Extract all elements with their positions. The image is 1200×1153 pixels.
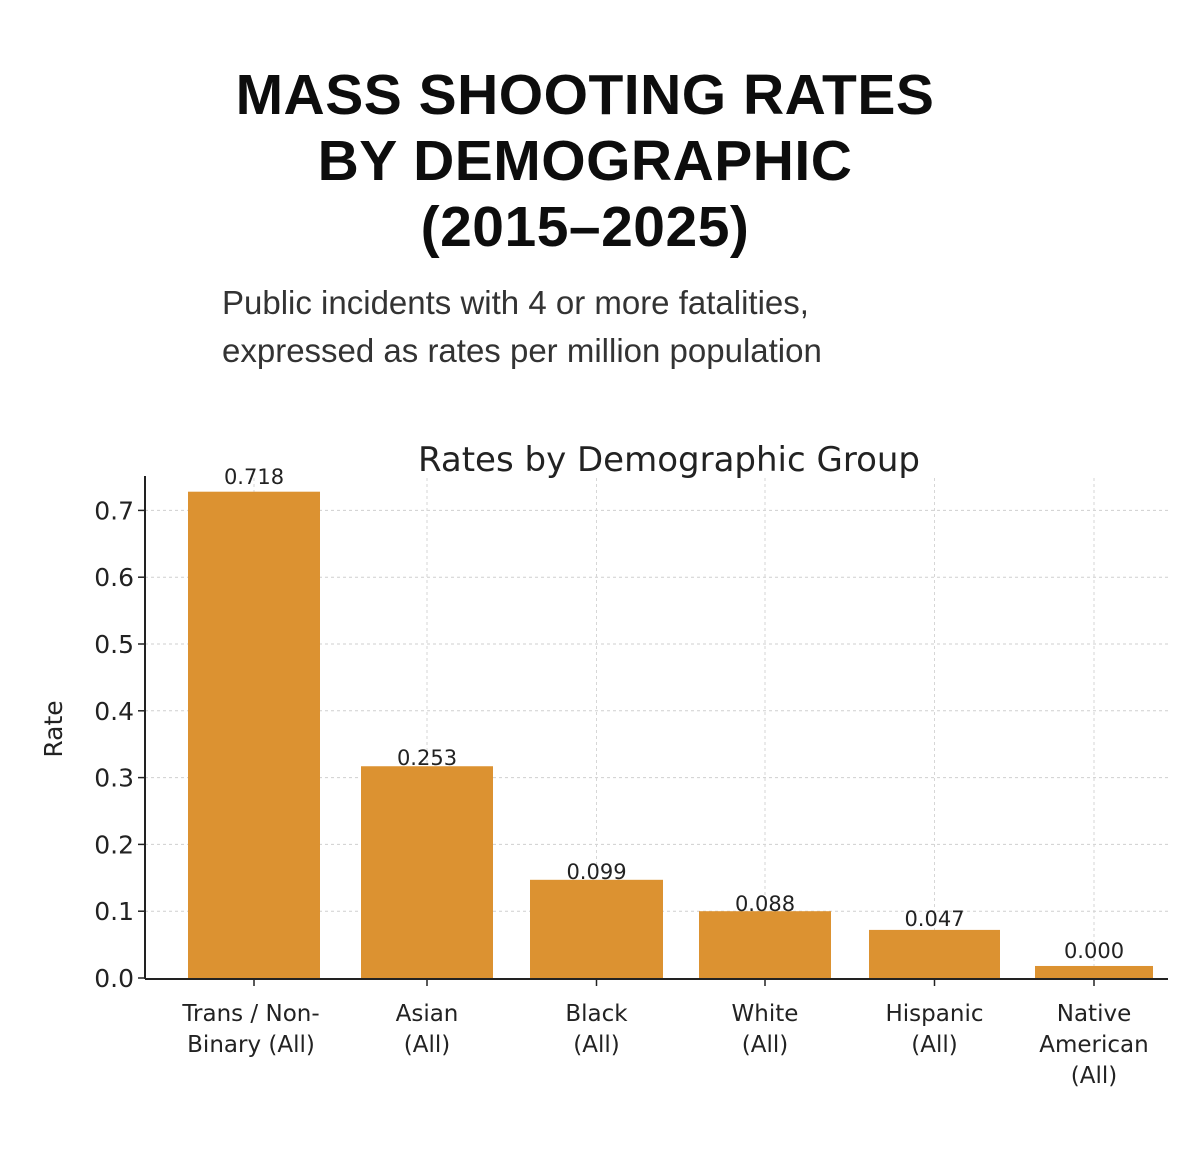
category-label: (All) [1071, 1063, 1117, 1089]
category-label: Hispanic [886, 1001, 984, 1027]
headline-line-3: (2015–2025) [420, 195, 750, 259]
y-tick-label: 0.2 [94, 830, 134, 859]
y-tick-label: 0.7 [94, 496, 134, 525]
category-label: Black [565, 1001, 628, 1027]
headline-line-2: BY DEMOGRAPHIC [317, 129, 853, 193]
subtitle: Public incidents with 4 or more fataliti… [222, 279, 822, 375]
y-tick-label: 0.1 [94, 897, 134, 926]
data-label: 0.253 [397, 746, 457, 770]
category-label: Binary (All) [187, 1032, 315, 1058]
y-tick-label: 0.0 [94, 964, 134, 993]
category-label: (All) [573, 1032, 619, 1058]
y-tick-label: 0.3 [94, 764, 134, 793]
bar [361, 766, 493, 978]
data-label: 0.099 [566, 860, 626, 884]
y-axis-label: Rate [39, 700, 68, 757]
headline-line-1: MASS SHOOTING RATES [235, 63, 935, 127]
subtitle-line-1: Public incidents with 4 or more fataliti… [222, 284, 809, 321]
bar [1035, 965, 1153, 978]
data-label: 0.088 [735, 892, 795, 916]
category-label: White [732, 1001, 799, 1027]
y-tick-label: 0.6 [94, 563, 134, 592]
category-label: American [1039, 1032, 1148, 1058]
bar [530, 879, 663, 978]
category-label: (All) [911, 1032, 957, 1058]
y-tick-label: 0.5 [94, 630, 134, 659]
chart-title: Rates by Demographic Group [418, 440, 920, 480]
data-label: 0.047 [904, 907, 964, 931]
subtitle-line-2: expressed as rates per million populatio… [222, 332, 822, 369]
bar [869, 929, 1000, 978]
data-label: 0.000 [1064, 939, 1124, 963]
data-label: 0.718 [224, 465, 284, 489]
category-label: Native [1057, 1001, 1131, 1027]
bar [699, 911, 831, 978]
category-label: Trans / Non- [181, 1001, 319, 1027]
category-label: (All) [742, 1032, 788, 1058]
headline: MASS SHOOTING RATES BY DEMOGRAPHIC (2015… [0, 62, 1170, 260]
y-tick-label: 0.4 [94, 697, 134, 726]
category-label: (All) [404, 1032, 450, 1058]
bar [188, 491, 320, 978]
category-label: Asian [396, 1001, 459, 1027]
